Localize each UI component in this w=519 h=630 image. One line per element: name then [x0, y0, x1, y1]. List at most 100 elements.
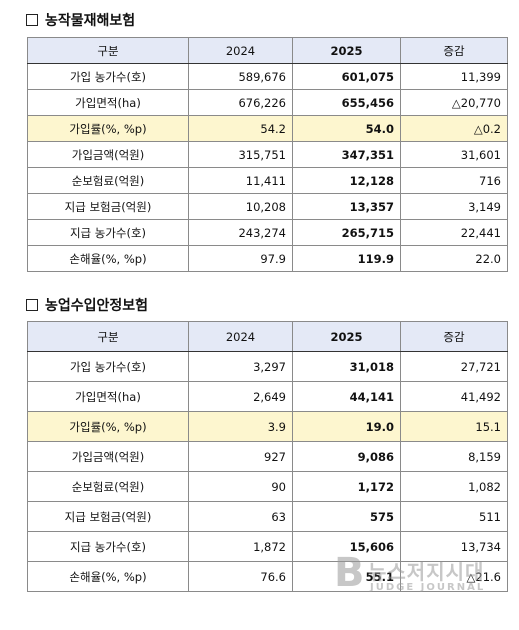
- crop-insurance-table: 구분 2024 2025 증감 가입 농가수(호) 589,676 601,075 1…: [27, 37, 508, 272]
- cell-2025: 265,715: [292, 219, 401, 246]
- cell-2025: 9,086: [292, 441, 401, 472]
- cell-2024: 10,208: [188, 193, 293, 220]
- cell-2025: 15,606: [292, 531, 401, 562]
- row-label: 지급 농가수(호): [27, 219, 189, 246]
- cell-2025: 655,456: [292, 89, 401, 116]
- cell-2025: 54.0: [292, 115, 401, 142]
- header-2025: 2025: [292, 37, 401, 64]
- header-2024: 2024: [188, 321, 293, 352]
- cell-2025: 575: [292, 501, 401, 532]
- header-category: 구분: [27, 37, 189, 64]
- section-title-text: 농작물재해보험: [45, 13, 136, 29]
- cell-change: △0.2: [400, 115, 508, 142]
- cell-2024: 927: [188, 441, 293, 472]
- row-label: 순보험료(억원): [27, 167, 189, 194]
- cell-change: 1,082: [400, 471, 508, 502]
- cell-2024: 2,649: [188, 381, 293, 412]
- cell-change: △21.6: [400, 561, 508, 592]
- cell-2024: 3,297: [188, 351, 293, 382]
- cell-2025: 55.1: [292, 561, 401, 592]
- row-label: 손해율(%, %p): [27, 561, 189, 592]
- table-row: 지급 농가수(호) 243,274 265,715 22,441: [27, 219, 508, 246]
- cell-2024: 243,274: [188, 219, 293, 246]
- table-row: 순보험료(억원) 90 1,172 1,082: [27, 471, 508, 502]
- table-row: 가입률(%, %p) 54.2 54.0 △0.2: [27, 115, 508, 142]
- cell-2025: 44,141: [292, 381, 401, 412]
- header-2025: 2025: [292, 321, 401, 352]
- cell-change: 27,721: [400, 351, 508, 382]
- cell-2024: 97.9: [188, 245, 293, 272]
- cell-change: 31,601: [400, 141, 508, 168]
- table-row: 순보험료(억원) 11,411 12,128 716: [27, 167, 508, 194]
- cell-change: 41,492: [400, 381, 508, 412]
- cell-change: △20,770: [400, 89, 508, 116]
- table-row: 손해율(%, %p) 76.6 55.1 △21.6: [27, 561, 508, 592]
- table-row: 가입면적(ha) 676,226 655,456 △20,770: [27, 89, 508, 116]
- table-row: 가입 농가수(호) 589,676 601,075 11,399: [27, 63, 508, 90]
- row-label: 가입 농가수(호): [27, 63, 189, 90]
- cell-2025: 31,018: [292, 351, 401, 382]
- row-label: 지급 보험금(억원): [27, 193, 189, 220]
- cell-2024: 54.2: [188, 115, 293, 142]
- cell-2025: 19.0: [292, 411, 401, 442]
- cell-2024: 1,872: [188, 531, 293, 562]
- header-change: 증감: [400, 37, 508, 64]
- cell-2025: 13,357: [292, 193, 401, 220]
- cell-change: 22,441: [400, 219, 508, 246]
- cell-change: 716: [400, 167, 508, 194]
- table-header-row: 구분 2024 2025 증감: [27, 37, 508, 64]
- table-row: 지급 농가수(호) 1,872 15,606 13,734: [27, 531, 508, 562]
- cell-2024: 63: [188, 501, 293, 532]
- cell-2024: 676,226: [188, 89, 293, 116]
- cell-change: 11,399: [400, 63, 508, 90]
- table-row: 가입률(%, %p) 3.9 19.0 15.1: [27, 411, 508, 442]
- row-label: 가입 농가수(호): [27, 351, 189, 382]
- cell-change: 8,159: [400, 441, 508, 472]
- income-insurance-table: 구분 2024 2025 증감 가입 농가수(호) 3,297 31,018 27,7…: [27, 321, 508, 592]
- row-label: 가입면적(ha): [27, 381, 189, 412]
- row-label: 가입금액(억원): [27, 441, 189, 472]
- cell-change: 13,734: [400, 531, 508, 562]
- cell-change: 3,149: [400, 193, 508, 220]
- row-label: 손해율(%, %p): [27, 245, 189, 272]
- header-change: 증감: [400, 321, 508, 352]
- cell-change: 22.0: [400, 245, 508, 272]
- section-title-text: 농업수입안정보험: [45, 298, 149, 314]
- table-row: 가입면적(ha) 2,649 44,141 41,492: [27, 381, 508, 412]
- cell-2025: 347,351: [292, 141, 401, 168]
- table-row: 가입금액(억원) 927 9,086 8,159: [27, 441, 508, 472]
- table-row: 가입금액(억원) 315,751 347,351 31,601: [27, 141, 508, 168]
- cell-2024: 11,411: [188, 167, 293, 194]
- section-income-insurance: 농업수입안정보험 구분 2024 2025 증감 가입 농가수(호) 3,297 3…: [0, 293, 519, 592]
- section-title: 농작물재해보험: [0, 8, 519, 32]
- cell-2025: 12,128: [292, 167, 401, 194]
- header-category: 구분: [27, 321, 189, 352]
- row-label: 순보험료(억원): [27, 471, 189, 502]
- row-label: 지급 보험금(억원): [27, 501, 189, 532]
- square-bullet-icon: [26, 14, 38, 26]
- table-row: 지급 보험금(억원) 10,208 13,357 3,149: [27, 193, 508, 220]
- cell-change: 15.1: [400, 411, 508, 442]
- cell-change: 511: [400, 501, 508, 532]
- row-label: 가입면적(ha): [27, 89, 189, 116]
- cell-2025: 119.9: [292, 245, 401, 272]
- cell-2024: 76.6: [188, 561, 293, 592]
- row-label: 가입금액(억원): [27, 141, 189, 168]
- row-label: 지급 농가수(호): [27, 531, 189, 562]
- square-bullet-icon: [26, 299, 38, 311]
- cell-2024: 589,676: [188, 63, 293, 90]
- cell-2024: 90: [188, 471, 293, 502]
- section-crop-insurance: 농작물재해보험 구분 2024 2025 증감 가입 농가수(호) 589,676…: [0, 8, 519, 272]
- cell-2025: 601,075: [292, 63, 401, 90]
- row-label: 가입률(%, %p): [27, 115, 189, 142]
- cell-2024: 315,751: [188, 141, 293, 168]
- row-label: 가입률(%, %p): [27, 411, 189, 442]
- cell-2025: 1,172: [292, 471, 401, 502]
- section-title: 농업수입안정보험: [0, 293, 519, 317]
- table-header-row: 구분 2024 2025 증감: [27, 321, 508, 352]
- table-row: 손해율(%, %p) 97.9 119.9 22.0: [27, 245, 508, 272]
- cell-2024: 3.9: [188, 411, 293, 442]
- table-row: 지급 보험금(억원) 63 575 511: [27, 501, 508, 532]
- header-2024: 2024: [188, 37, 293, 64]
- table-row: 가입 농가수(호) 3,297 31,018 27,721: [27, 351, 508, 382]
